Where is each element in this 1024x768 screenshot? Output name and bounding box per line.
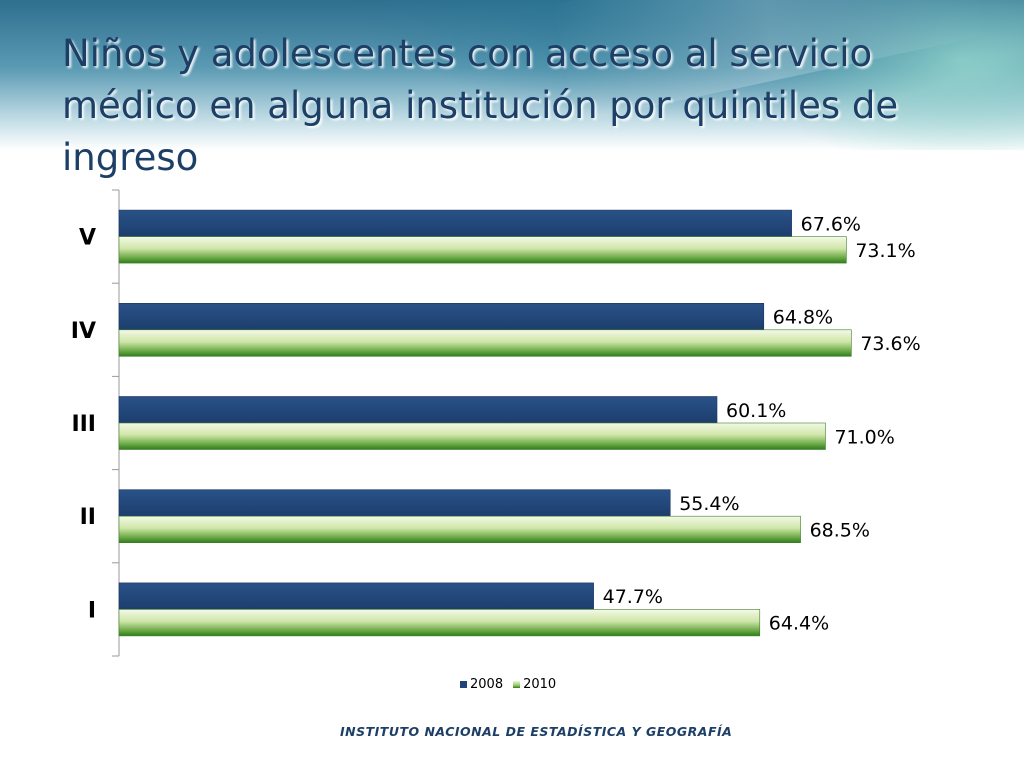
chart-legend: 2008 2010	[460, 677, 566, 692]
category-label: III	[71, 412, 96, 437]
data-label: 60.1%	[726, 400, 786, 422]
bar-2008	[118, 489, 671, 517]
bar-2008	[118, 396, 718, 424]
category-label: II	[80, 505, 96, 530]
data-label: 67.6%	[801, 213, 861, 235]
legend-label-2010: 2010	[523, 677, 557, 692]
bar-2010	[118, 515, 801, 544]
slide-title: Niños y adolescentes con acceso al servi…	[62, 32, 899, 179]
header-background	[0, 0, 1024, 150]
bar-2008	[118, 209, 792, 237]
labels-layer: V 67.6% 73.1% IV 64.8% 73.6% III 60.1% 71.0% II 55…	[71, 213, 921, 634]
category-label: I	[88, 598, 96, 623]
bar-2008	[118, 582, 594, 610]
data-label: 47.7%	[603, 586, 663, 608]
data-label: 55.4%	[679, 493, 739, 515]
bar-2010	[118, 609, 761, 637]
legend-item-2008: 2008	[460, 677, 503, 692]
data-label: 68.5%	[810, 519, 870, 541]
legend-item-2010: 2010	[513, 677, 556, 692]
axis-layer	[112, 189, 120, 657]
bars-layer	[118, 209, 852, 637]
institution-logo-text: INSTITUTO NACIONAL DE ESTADÍSTICA Y GEOG…	[340, 724, 733, 739]
data-label: 64.8%	[773, 307, 833, 329]
bar-2010	[118, 422, 826, 450]
data-label: 73.1%	[855, 240, 915, 262]
category-label: V	[79, 226, 96, 251]
data-label: 64.4%	[769, 613, 829, 635]
category-label: IV	[71, 319, 96, 344]
bar-2010	[118, 236, 847, 264]
bar-2010	[118, 329, 852, 357]
legend-label-2008: 2008	[470, 677, 504, 692]
legend-swatch-2008	[460, 681, 467, 688]
data-label: 71.0%	[834, 426, 894, 448]
legend-swatch-2010	[513, 681, 521, 688]
bar-2008	[118, 302, 765, 331]
data-label: 73.6%	[860, 333, 920, 355]
